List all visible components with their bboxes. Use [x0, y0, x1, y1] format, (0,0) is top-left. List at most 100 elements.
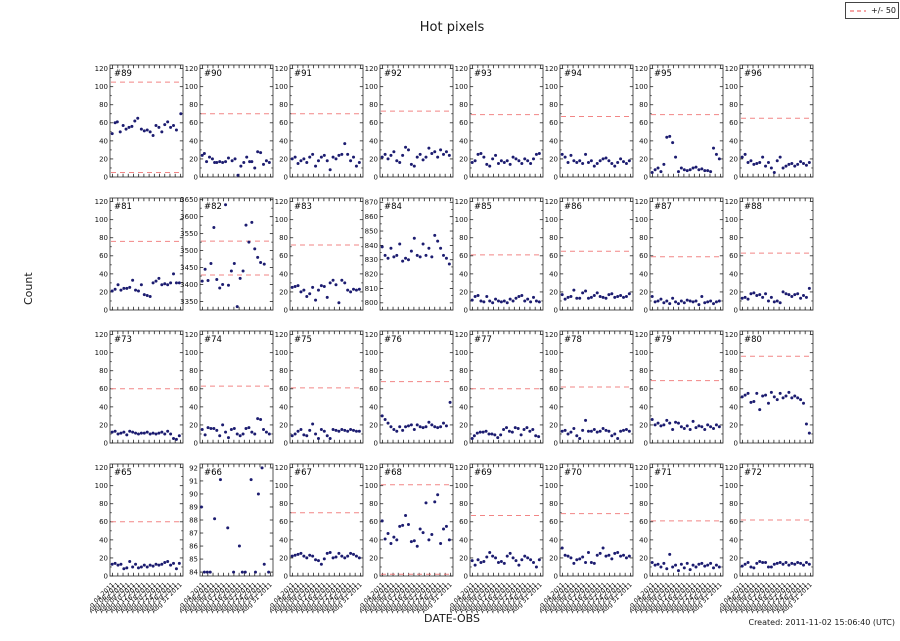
y-tick-label: 40 — [279, 137, 288, 145]
y-tick-label: 120 — [275, 65, 288, 73]
y-tick-label: 100 — [455, 349, 468, 357]
y-tick-label: 120 — [275, 198, 288, 206]
y-tick-label: 20 — [549, 288, 558, 296]
subplot-id-label: #75 — [294, 335, 312, 345]
y-tick-label: 0 — [104, 173, 108, 181]
y-tick-label: 100 — [545, 482, 558, 490]
y-tick-label: 120 — [635, 198, 648, 206]
subplot-id-label: #81 — [114, 202, 132, 212]
y-tick-label: 60 — [549, 119, 558, 127]
axes-frame — [739, 197, 814, 311]
subplot-id-label: #89 — [114, 69, 132, 79]
y-tick-label: 120 — [455, 331, 468, 339]
y-tick-label: 0 — [374, 572, 378, 580]
subplot-90: 0 20 40 60 80 100 120 #90 — [185, 64, 274, 181]
axes-frame — [199, 197, 274, 311]
y-tick-label: 20 — [639, 155, 648, 163]
y-tick-label: 3650 — [180, 196, 198, 204]
data-points — [740, 152, 811, 174]
axes-frame — [559, 64, 634, 178]
y-tick-label: 100 — [545, 349, 558, 357]
y-tick-label: 100 — [95, 349, 108, 357]
y-tick-label: 100 — [635, 349, 648, 357]
subplot-id-label: #84 — [384, 202, 402, 212]
subplot-87: 0 20 40 60 80 100 120 #87 — [635, 197, 724, 314]
y-tick-label: 80 — [189, 101, 198, 109]
y-tick-label: 810 — [365, 285, 378, 293]
y-tick-label: 20 — [729, 421, 738, 429]
axes-frame — [289, 197, 364, 311]
data-points — [650, 134, 721, 174]
y-tick-label: 80 — [729, 500, 738, 508]
y-tick-label: 100 — [725, 349, 738, 357]
data-points — [740, 560, 811, 570]
y-tick-label: 40 — [639, 536, 648, 544]
y-tick-label: 120 — [635, 331, 648, 339]
y-tick-label: 840 — [365, 242, 378, 250]
y-tick-label: 40 — [279, 403, 288, 411]
subplot-id-label: #74 — [204, 335, 222, 345]
y-tick-label: 800 — [365, 299, 378, 307]
y-tick-label: 80 — [549, 234, 558, 242]
data-points — [380, 233, 451, 266]
y-tick-label: 120 — [275, 464, 288, 472]
y-tick-label: 40 — [729, 137, 738, 145]
y-tick-label: 100 — [275, 349, 288, 357]
y-tick-label: 60 — [459, 518, 468, 526]
subplot-78: 0 20 40 60 80 100 120 #78 — [545, 330, 634, 447]
subplot-id-label: #68 — [384, 468, 402, 478]
subplot-86: 0 20 40 60 80 100 120 #86 — [545, 197, 634, 314]
subplot-id-label: #73 — [114, 335, 132, 345]
data-points — [380, 400, 452, 433]
y-tick-label: 20 — [189, 155, 198, 163]
subplot-id-label: #67 — [294, 468, 312, 478]
y-tick-label: 100 — [95, 216, 108, 224]
y-tick-label: 100 — [365, 482, 378, 490]
y-tick-label: 20 — [99, 421, 108, 429]
y-tick-label: 120 — [95, 65, 108, 73]
y-tick-label: 120 — [185, 331, 198, 339]
y-tick-label: 80 — [549, 101, 558, 109]
y-tick-label: 60 — [99, 252, 108, 260]
y-tick-label: 60 — [459, 119, 468, 127]
data-points — [200, 150, 271, 177]
y-tick-label: 80 — [99, 367, 108, 375]
y-tick-label: 120 — [545, 331, 558, 339]
y-tick-label: 20 — [279, 421, 288, 429]
y-tick-label: 80 — [639, 367, 648, 375]
y-tick-label: 100 — [185, 349, 198, 357]
y-tick-label: 60 — [279, 119, 288, 127]
axes-frame — [469, 197, 544, 311]
y-tick-label: 100 — [365, 349, 378, 357]
y-tick-label: 20 — [279, 554, 288, 562]
axes-frame — [109, 64, 184, 178]
y-tick-label: 40 — [369, 137, 378, 145]
data-points — [199, 466, 271, 574]
y-tick-label: 60 — [639, 252, 648, 260]
subplot-id-label: #96 — [744, 69, 762, 79]
subplot-id-label: #71 — [654, 468, 672, 478]
y-tick-label: 120 — [455, 198, 468, 206]
dashed-line-swatch — [850, 9, 866, 12]
data-points — [560, 418, 631, 440]
y-tick-label: 80 — [459, 101, 468, 109]
y-tick-label: 20 — [99, 155, 108, 163]
legend-label: +/- 50 — [871, 6, 897, 15]
y-tick-label: 120 — [95, 198, 108, 206]
y-tick-label: 20 — [459, 554, 468, 562]
y-tick-label: 40 — [99, 270, 108, 278]
subplot-id-label: #85 — [474, 202, 492, 212]
y-tick-label: 40 — [279, 536, 288, 544]
y-tick-label: 20 — [549, 421, 558, 429]
y-tick-label: 100 — [455, 216, 468, 224]
subplot-id-label: #92 — [384, 69, 402, 79]
y-tick-label: 0 — [284, 439, 288, 447]
y-tick-label: 3600 — [180, 213, 198, 221]
data-points — [560, 288, 631, 301]
subplot-92: 0 20 40 60 80 100 120 #92 — [365, 64, 454, 181]
y-tick-label: 0 — [104, 306, 108, 314]
y-tick-label: 80 — [549, 367, 558, 375]
